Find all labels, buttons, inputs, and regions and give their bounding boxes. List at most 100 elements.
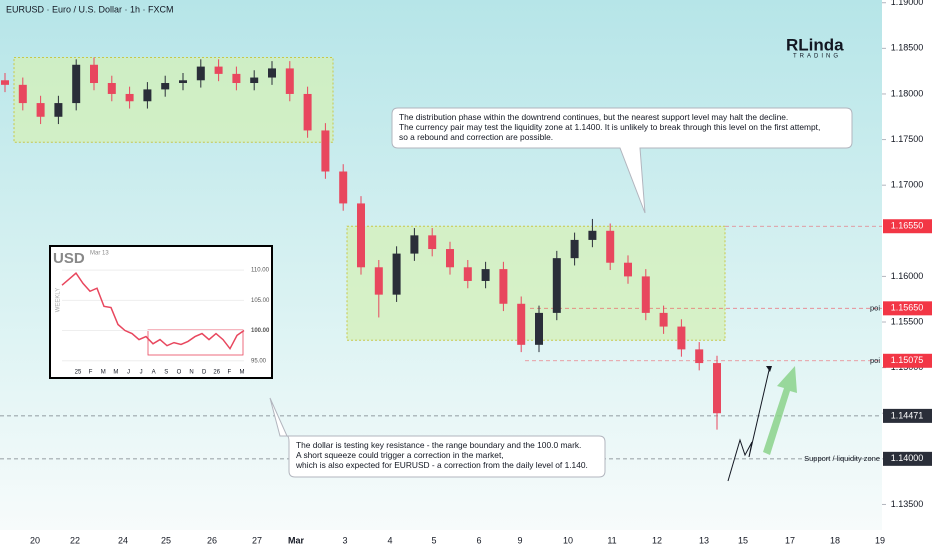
x-tick-label: 24 bbox=[118, 535, 128, 545]
price-label-box bbox=[883, 408, 932, 423]
candle-body bbox=[713, 363, 721, 414]
inset-x-label: F bbox=[228, 370, 232, 376]
y-tick-label: 1.18000 bbox=[891, 88, 924, 98]
inset-period: WEEKLY bbox=[56, 288, 62, 313]
inset-tick-label: 110.00 bbox=[251, 268, 270, 274]
candle-body bbox=[161, 83, 170, 90]
annotation-line: which is also expected for EURUSD - a co… bbox=[295, 460, 588, 470]
chart-title: EURUSD · Euro / U.S. Dollar · 1h · FXCM bbox=[6, 4, 174, 14]
candle-body bbox=[72, 64, 81, 104]
inset-x-label: O bbox=[177, 370, 182, 376]
x-tick-label: 19 bbox=[875, 535, 885, 545]
y-tick-label: 1.18500 bbox=[891, 43, 924, 53]
annotation-line: The currency pair may test the liquidity… bbox=[399, 122, 820, 132]
price-label-box bbox=[883, 353, 932, 368]
candle-body bbox=[90, 64, 98, 84]
price-label: 1.15650 bbox=[891, 303, 924, 313]
x-tick-label: 6 bbox=[476, 535, 481, 545]
x-tick-label: 3 bbox=[342, 535, 347, 545]
price-label-box bbox=[883, 301, 932, 316]
candle-body bbox=[499, 269, 508, 304]
zone bbox=[13, 56, 334, 143]
annotation-line: so a rebound and correction are possible… bbox=[399, 132, 553, 142]
x-tick-label: 10 bbox=[563, 535, 573, 545]
x-tick-label: 27 bbox=[252, 535, 262, 545]
price-label-box bbox=[883, 219, 932, 234]
candle-body bbox=[54, 103, 63, 117]
annotation-bubble bbox=[269, 397, 606, 478]
inset-x-label: S bbox=[164, 370, 168, 376]
inset-x-label: M bbox=[240, 370, 245, 376]
annotation-line: The dollar is testing key resistance - t… bbox=[296, 440, 581, 450]
x-tick-label: 13 bbox=[699, 535, 709, 545]
x-tick-label: 18 bbox=[830, 535, 840, 545]
time-axis bbox=[0, 530, 882, 550]
candle-body bbox=[143, 89, 152, 102]
x-tick-label: 9 bbox=[517, 535, 522, 545]
candle-body bbox=[659, 312, 668, 327]
candle-body bbox=[624, 262, 632, 277]
inset-tick-label: 100.00 bbox=[251, 328, 270, 334]
line-tag: Support / liquidity zone bbox=[804, 454, 880, 463]
inset-title: USD bbox=[53, 250, 85, 267]
candle-body bbox=[588, 230, 597, 240]
inset-frame bbox=[49, 245, 273, 379]
y-tick-label: 1.15500 bbox=[891, 316, 924, 326]
candle-body bbox=[232, 73, 241, 84]
candle-body bbox=[535, 312, 543, 345]
price-label: 1.15075 bbox=[891, 355, 924, 365]
price-label: 1.14000 bbox=[891, 453, 924, 463]
inset-x-label: J bbox=[127, 370, 130, 376]
annotation-line: A short squeeze could trigger a correcti… bbox=[296, 450, 504, 460]
line-tag: poi bbox=[870, 303, 880, 312]
inset-tick-label: 95.00 bbox=[251, 358, 267, 364]
candle-body bbox=[179, 80, 187, 84]
inset-line bbox=[61, 272, 245, 351]
candle-body bbox=[321, 130, 330, 172]
y-tick-label: 1.17500 bbox=[891, 134, 924, 144]
y-tick-label: 1.13500 bbox=[891, 499, 924, 509]
inset-x-label: J bbox=[140, 370, 143, 376]
x-tick-label: Mar bbox=[288, 535, 305, 545]
candle-body bbox=[410, 235, 419, 254]
candle-body bbox=[268, 68, 276, 78]
x-tick-label: 22 bbox=[70, 535, 80, 545]
x-tick-label: 20 bbox=[30, 535, 40, 545]
x-tick-label: 15 bbox=[738, 535, 748, 545]
price-label: 1.16550 bbox=[891, 221, 924, 231]
x-tick-label: 26 bbox=[207, 535, 217, 545]
candle-body bbox=[357, 203, 365, 268]
candle-body bbox=[677, 326, 686, 350]
candle-body bbox=[36, 103, 45, 117]
candle-body bbox=[517, 303, 526, 345]
inset-x-label: M bbox=[101, 370, 106, 376]
candle-body bbox=[552, 258, 561, 313]
annotation-bubble bbox=[391, 107, 853, 214]
y-tick-label: 1.16000 bbox=[891, 271, 924, 281]
x-tick-label: 5 bbox=[431, 535, 436, 545]
candle-body bbox=[481, 269, 490, 281]
inset-x-label: 25 bbox=[75, 370, 82, 376]
inset-x-label: N bbox=[189, 370, 193, 376]
x-tick-label: 4 bbox=[387, 535, 392, 545]
candle-body bbox=[339, 171, 348, 204]
candle-body bbox=[303, 93, 312, 131]
candle-body bbox=[18, 84, 27, 104]
rebound-arrow bbox=[763, 366, 797, 455]
x-tick-label: 25 bbox=[161, 535, 171, 545]
y-tick-label: 1.17000 bbox=[891, 180, 924, 190]
candle-body bbox=[392, 253, 401, 295]
candle-body bbox=[570, 239, 579, 259]
logo: RLinda bbox=[786, 35, 844, 54]
candle-body bbox=[250, 77, 259, 84]
inset-x-label: D bbox=[202, 370, 207, 376]
annotation-line: The distribution phase within the downtr… bbox=[399, 112, 788, 122]
candle-body bbox=[641, 276, 650, 313]
candle-body bbox=[285, 68, 294, 94]
candle-body bbox=[125, 93, 134, 102]
inset-x-label: F bbox=[89, 370, 93, 376]
candle-body bbox=[196, 66, 205, 81]
candle-body bbox=[428, 235, 437, 250]
projection-arrowhead bbox=[766, 366, 772, 372]
